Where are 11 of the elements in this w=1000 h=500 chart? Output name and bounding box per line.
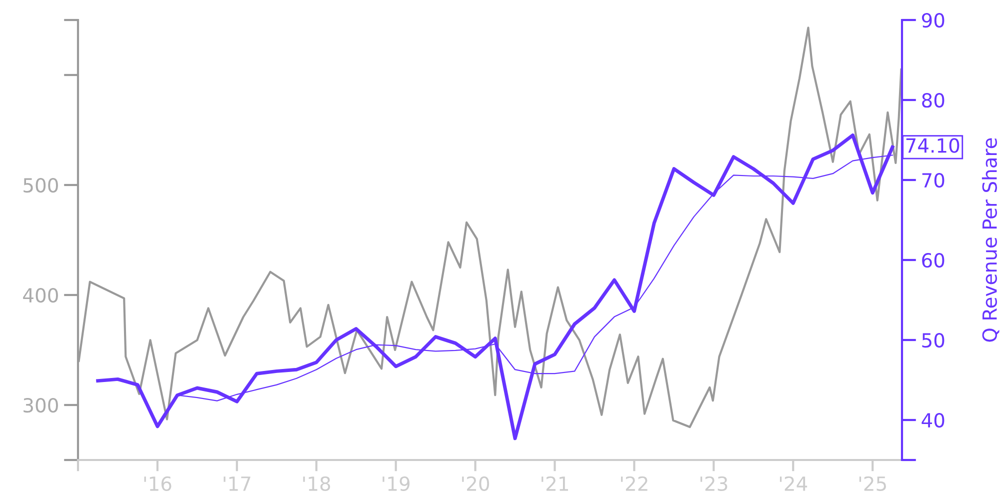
y-tick-label: 400 bbox=[23, 288, 58, 303]
y2-tick-label: 40 bbox=[922, 412, 944, 428]
y2-tick-label: 50 bbox=[922, 332, 944, 348]
y2-axis-title: Q Revenue Per Share bbox=[982, 138, 1000, 342]
y2-tick-label: 70 bbox=[922, 172, 944, 188]
text: 74.10 bbox=[906, 138, 960, 153]
y-tick-label: 300 bbox=[24, 398, 58, 413]
y2-tick-label: 60 bbox=[922, 252, 944, 268]
y2-tick-label: 90 bbox=[922, 12, 944, 28]
y-tick-label: 500 bbox=[24, 178, 58, 193]
y2-tick-label: 80 bbox=[922, 92, 944, 108]
